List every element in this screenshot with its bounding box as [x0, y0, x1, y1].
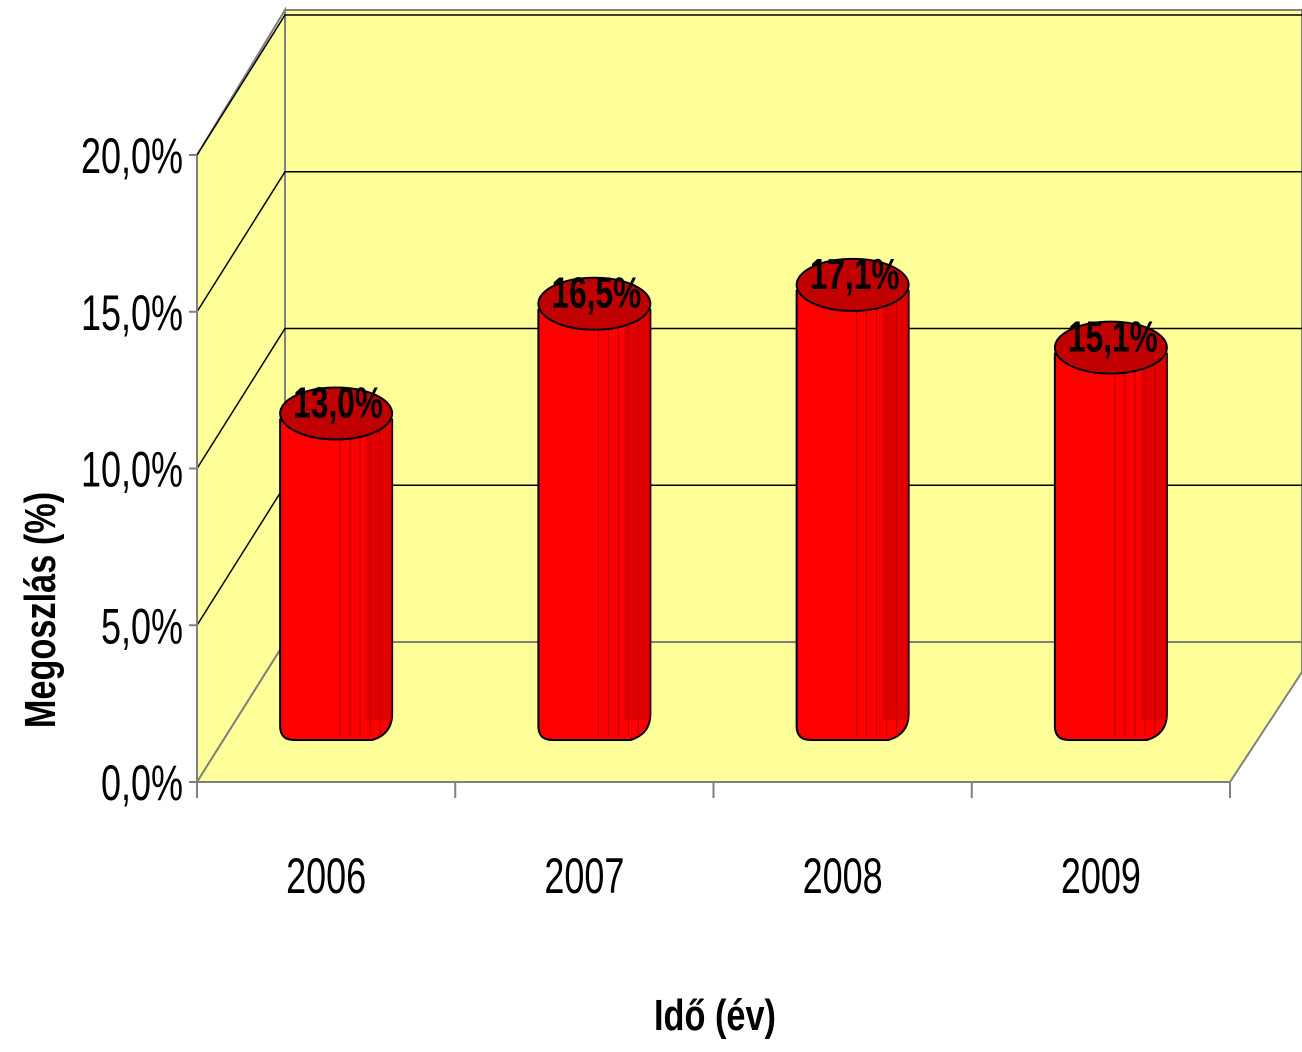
bar	[1053, 320, 1168, 741]
bar-top	[279, 386, 394, 441]
y-tick-label: 10,0%	[81, 443, 183, 498]
y-tick-label: 15,0%	[81, 286, 183, 341]
bar-side	[624, 309, 651, 720]
x-axis-ticks: 2006 2007 2008 2009	[196, 781, 1231, 904]
data-label: 16,5%	[551, 269, 641, 318]
bar-side	[1140, 353, 1167, 720]
data-label: 17,1%	[810, 250, 900, 299]
y-axis-ticks: 0,0% 5,0% 10,0% 15,0% 20,0%	[81, 129, 198, 811]
x-tick-label: 2007	[544, 849, 624, 904]
y-tick-label: 20,0%	[81, 129, 183, 184]
bar-top	[795, 257, 910, 312]
bar-top	[537, 276, 652, 331]
bar	[279, 386, 394, 741]
bar	[537, 276, 652, 741]
x-tick-label: 2006	[286, 849, 366, 904]
bar	[795, 257, 910, 741]
data-labels: 13,0% 16,5% 17,1% 15,1%	[293, 250, 1158, 428]
bar-top	[1053, 320, 1168, 375]
y-axis-title: Megoszlás (%)	[16, 492, 65, 728]
gridline	[196, 14, 1302, 156]
data-label: 15,1%	[1068, 313, 1158, 362]
bar-side	[882, 290, 909, 720]
y-tick-label: 0,0%	[101, 756, 183, 811]
x-axis-title: Idő (év)	[654, 991, 776, 1040]
x-tick-label: 2009	[1061, 849, 1141, 904]
x-tick-label: 2008	[803, 849, 883, 904]
bar-side	[366, 419, 393, 720]
gridline	[196, 327, 1302, 469]
y-tick-label: 5,0%	[101, 600, 183, 655]
bars	[279, 257, 1168, 741]
data-label: 13,0%	[293, 378, 383, 427]
gridline	[196, 171, 1302, 313]
